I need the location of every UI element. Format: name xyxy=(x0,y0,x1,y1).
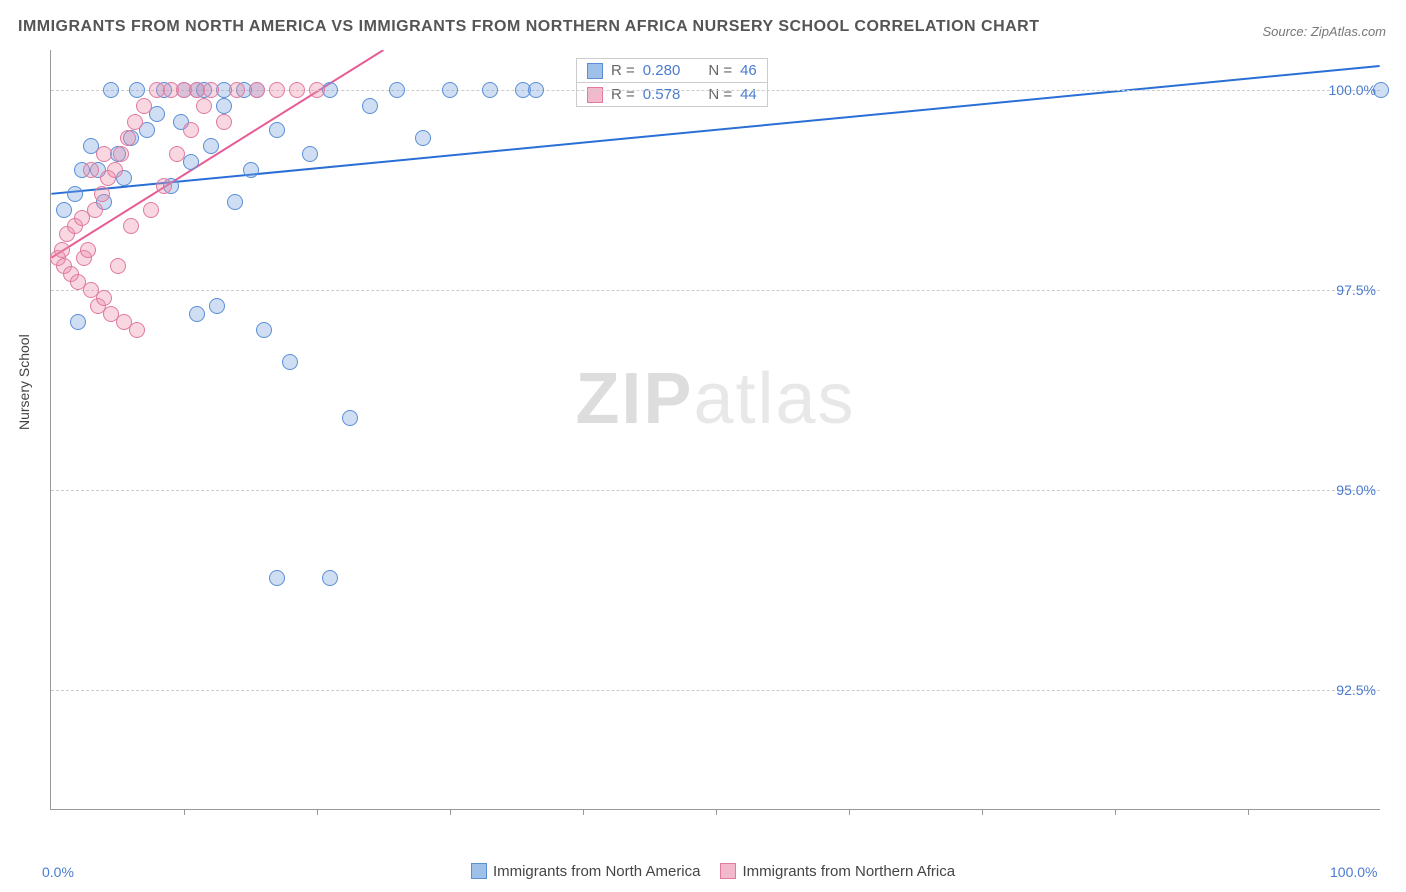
x-tick-label: 100.0% xyxy=(1330,864,1377,880)
y-tick-label: 95.0% xyxy=(1336,482,1376,498)
y-tick-label: 92.5% xyxy=(1336,682,1376,698)
data-point xyxy=(309,82,325,98)
series-swatch xyxy=(587,87,603,103)
data-point xyxy=(96,290,112,306)
r-label: R = xyxy=(611,86,635,103)
data-point xyxy=(216,98,232,114)
data-point xyxy=(94,186,110,202)
series-swatch xyxy=(587,63,603,79)
legend-series-label: Immigrants from Northern Africa xyxy=(742,863,955,880)
watermark-zip: ZIP xyxy=(575,359,693,439)
data-point xyxy=(256,322,272,338)
data-point xyxy=(269,570,285,586)
data-point xyxy=(289,82,305,98)
legend-series-label: Immigrants from North America xyxy=(493,863,701,880)
data-point xyxy=(342,410,358,426)
gridline-horizontal xyxy=(51,490,1380,491)
n-label: N = xyxy=(708,86,732,103)
series-legend: Immigrants from North America Immigrants … xyxy=(0,863,1406,880)
gridline-horizontal xyxy=(51,690,1380,691)
data-point xyxy=(87,202,103,218)
data-point xyxy=(269,82,285,98)
data-point xyxy=(120,130,136,146)
x-tick-minor xyxy=(982,809,983,815)
r-value: 0.280 xyxy=(643,62,681,79)
watermark-atlas: atlas xyxy=(693,359,855,439)
data-point xyxy=(216,114,232,130)
data-point xyxy=(129,322,145,338)
x-tick-minor xyxy=(716,809,717,815)
data-point xyxy=(528,82,544,98)
n-value: 44 xyxy=(740,86,757,103)
data-point xyxy=(243,162,259,178)
data-point xyxy=(209,298,225,314)
x-tick-minor xyxy=(583,809,584,815)
data-point xyxy=(127,114,143,130)
data-point xyxy=(362,98,378,114)
data-point xyxy=(389,82,405,98)
stats-row: R = 0.578 N = 44 xyxy=(577,82,767,106)
data-point xyxy=(103,82,119,98)
data-point xyxy=(156,178,172,194)
stats-row: R = 0.280 N = 46 xyxy=(577,59,767,82)
data-point xyxy=(149,106,165,122)
data-point xyxy=(227,194,243,210)
data-point xyxy=(80,242,96,258)
x-tick-minor xyxy=(1115,809,1116,815)
legend-swatch xyxy=(720,863,736,879)
x-tick-minor xyxy=(1248,809,1249,815)
x-tick-minor xyxy=(450,809,451,815)
data-point xyxy=(129,82,145,98)
y-tick-label: 100.0% xyxy=(1329,82,1376,98)
data-point xyxy=(249,82,265,98)
r-label: R = xyxy=(611,62,635,79)
data-point xyxy=(322,570,338,586)
data-point xyxy=(143,202,159,218)
data-point xyxy=(196,98,212,114)
x-tick-minor xyxy=(849,809,850,815)
data-point xyxy=(83,162,99,178)
correlation-stats-box: R = 0.280 N = 46 R = 0.578 N = 44 xyxy=(576,58,768,107)
data-point xyxy=(442,82,458,98)
data-point xyxy=(169,146,185,162)
x-tick-minor xyxy=(184,809,185,815)
data-point xyxy=(203,138,219,154)
chart-title: IMMIGRANTS FROM NORTH AMERICA VS IMMIGRA… xyxy=(18,18,1040,36)
data-point xyxy=(282,354,298,370)
y-axis-label: Nursery School xyxy=(16,334,32,430)
data-point xyxy=(183,122,199,138)
legend-swatch xyxy=(471,863,487,879)
x-tick-label: 0.0% xyxy=(42,864,74,880)
y-tick-label: 97.5% xyxy=(1336,282,1376,298)
data-point xyxy=(183,154,199,170)
data-point xyxy=(96,146,112,162)
plot-area: ZIPatlas R = 0.280 N = 46 R = 0.578 N = 44 xyxy=(50,50,1380,810)
data-point xyxy=(203,82,219,98)
source-credit: Source: ZipAtlas.com xyxy=(1262,24,1386,39)
n-label: N = xyxy=(708,62,732,79)
x-tick-minor xyxy=(317,809,318,815)
r-value: 0.578 xyxy=(643,86,681,103)
data-point xyxy=(136,98,152,114)
data-point xyxy=(229,82,245,98)
data-point xyxy=(70,314,86,330)
data-point xyxy=(189,306,205,322)
data-point xyxy=(56,202,72,218)
data-point xyxy=(415,130,431,146)
data-point xyxy=(107,162,123,178)
n-value: 46 xyxy=(740,62,757,79)
data-point xyxy=(302,146,318,162)
data-point xyxy=(482,82,498,98)
data-point xyxy=(123,218,139,234)
data-point xyxy=(54,242,70,258)
gridline-horizontal xyxy=(51,290,1380,291)
watermark: ZIPatlas xyxy=(575,358,855,440)
data-point xyxy=(269,122,285,138)
data-point xyxy=(113,146,129,162)
data-point xyxy=(67,186,83,202)
data-point xyxy=(110,258,126,274)
